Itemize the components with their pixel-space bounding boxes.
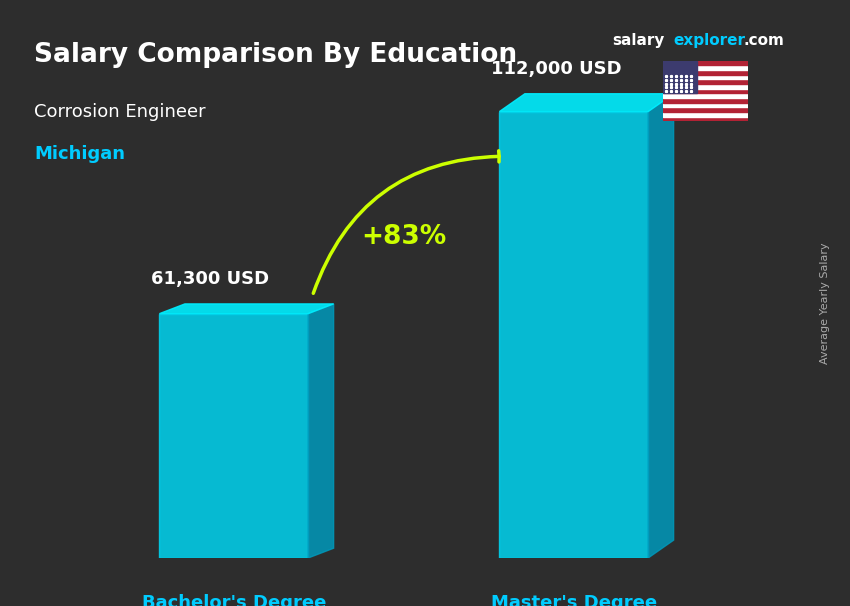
- Text: +83%: +83%: [361, 224, 446, 250]
- Text: 112,000 USD: 112,000 USD: [490, 60, 621, 78]
- Polygon shape: [648, 94, 673, 558]
- Bar: [499, 112, 648, 558]
- Text: Salary Comparison By Education: Salary Comparison By Education: [34, 42, 517, 68]
- Text: 61,300 USD: 61,300 USD: [151, 270, 269, 288]
- Bar: [663, 61, 748, 65]
- Text: Master's Degree: Master's Degree: [490, 594, 657, 606]
- Polygon shape: [499, 94, 673, 112]
- Bar: [663, 112, 748, 116]
- Bar: [663, 98, 748, 102]
- Bar: [663, 70, 748, 75]
- Text: salary: salary: [612, 33, 665, 48]
- Bar: [663, 107, 748, 112]
- Text: explorer: explorer: [673, 33, 745, 48]
- Bar: [663, 93, 748, 98]
- Bar: [159, 314, 308, 558]
- Text: Average Yearly Salary: Average Yearly Salary: [819, 242, 830, 364]
- Text: Michigan: Michigan: [34, 145, 125, 164]
- Bar: [663, 84, 748, 88]
- Bar: [663, 75, 748, 79]
- Bar: [663, 116, 748, 121]
- Bar: [663, 79, 748, 84]
- Text: .com: .com: [744, 33, 785, 48]
- Polygon shape: [308, 304, 333, 558]
- Bar: [663, 88, 748, 93]
- Polygon shape: [159, 304, 333, 314]
- Bar: [663, 61, 697, 93]
- Text: Bachelor's Degree: Bachelor's Degree: [142, 594, 326, 606]
- Text: Corrosion Engineer: Corrosion Engineer: [34, 103, 206, 121]
- Bar: [663, 65, 748, 70]
- Bar: [663, 102, 748, 107]
